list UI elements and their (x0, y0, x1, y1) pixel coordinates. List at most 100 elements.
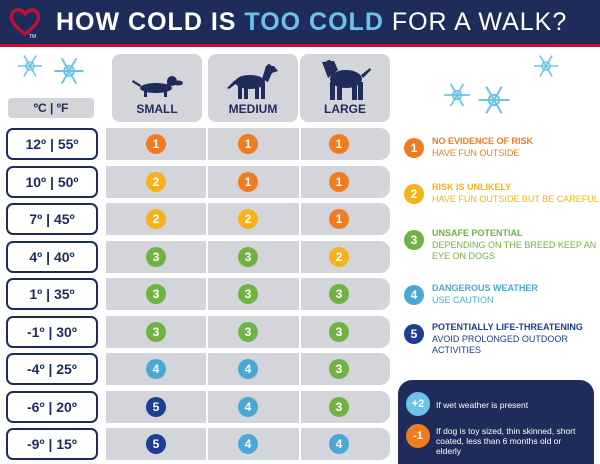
risk-badge-large: 3 (329, 321, 349, 342)
column-divider (206, 390, 208, 423)
risk-badge-large: 3 (329, 359, 349, 379)
column-divider (206, 353, 208, 385)
column-divider (299, 278, 301, 310)
column-header-small: SMALL (112, 54, 202, 122)
risk-badge-large: 1 (329, 171, 349, 192)
column-divider (206, 428, 208, 460)
risk-badge-medium: 3 (238, 284, 258, 304)
legend-title: UNSAFE POTENTIAL (432, 228, 523, 238)
legend-badge: 4 (404, 285, 424, 305)
column-divider (299, 353, 301, 385)
snowflake-icon (18, 55, 42, 77)
unit-header: ºC | ºF (8, 98, 94, 118)
risk-badge-medium: 4 (238, 434, 258, 454)
column-header-medium: MEDIUM (208, 54, 298, 122)
small-dog-badge: -1 (406, 424, 430, 448)
legend-title: DANGEROUS WEATHER (432, 283, 538, 293)
risk-badge-large: 1 (329, 134, 349, 154)
legend-badge: 3 (404, 230, 424, 250)
legend-title: NO EVIDENCE OF RISK (432, 136, 534, 146)
legend-description: HAVE FUN OUTSIDE BUT BE CAREFUL (432, 194, 599, 204)
legend-description: HAVE FUN OUTSIDE (432, 148, 520, 158)
table-row: -1º | 30º 3 3 3 (6, 315, 390, 348)
legend-badge: 1 (404, 138, 424, 158)
table-row: -9º | 15º 5 4 4 (6, 428, 390, 460)
risk-badge-small: 3 (146, 321, 166, 342)
temperature-cell: -9º | 15º (6, 428, 98, 460)
column-label-medium: MEDIUM (228, 102, 278, 116)
legend-badge: 2 (404, 184, 424, 204)
legend-title: POTENTIALLY LIFE-THREATENING (432, 322, 583, 332)
risk-badge-medium: 1 (238, 134, 258, 154)
temperature-cell: -4º | 25º (6, 353, 98, 385)
temperature-cell: 12º | 55º (6, 128, 98, 160)
snowflake-icon (54, 57, 84, 85)
column-divider (206, 315, 208, 348)
header-divider (0, 44, 600, 47)
snowflake-icon (444, 83, 470, 107)
risk-badge-small: 2 (146, 209, 166, 229)
column-divider (299, 315, 301, 348)
table-row: 7º | 45º 2 2 1 (6, 203, 390, 235)
risk-badge-large: 2 (329, 246, 349, 267)
table-row: 1º | 35º 3 3 3 (6, 278, 390, 310)
temperature-cell: 10º | 50º (6, 165, 98, 198)
legend-description: AVOID PROLONGED OUTDOOR ACTIVITIES (432, 334, 568, 355)
small-dog-icon (132, 76, 183, 97)
snowflake-icon (478, 86, 510, 114)
legend-badge: 5 (404, 324, 424, 344)
column-divider (299, 428, 301, 460)
column-divider (299, 128, 301, 160)
risk-badge-small: 4 (146, 359, 166, 379)
temperature-cell: -6º | 20º (6, 390, 98, 423)
risk-badge-small: 5 (146, 396, 166, 417)
column-divider (299, 390, 301, 423)
table-row: 10º | 50º 2 1 1 (6, 165, 390, 198)
heart-logo-icon: TM (9, 8, 41, 39)
legend-description: DEPENDING ON THE BREED KEEP AN EYE ON DO… (432, 240, 597, 261)
table-row: -4º | 25º 4 4 3 (6, 353, 390, 385)
risk-badge-large: 3 (329, 284, 349, 304)
wet-weather-text: If wet weather is present (436, 400, 529, 410)
column-divider (206, 278, 208, 310)
column-divider (206, 240, 208, 273)
risk-badge-small: 3 (146, 246, 166, 267)
column-divider (206, 128, 208, 160)
legend-title: RISK IS UNLIKELY (432, 182, 512, 192)
medium-dog-icon (227, 64, 278, 99)
column-divider (299, 240, 301, 273)
temperature-cell: 4º | 40º (6, 240, 98, 273)
small-dog-text: If dog is toy sized, thin skinned, short… (436, 426, 576, 456)
large-dog-icon (322, 60, 371, 100)
logo-tm: TM (29, 34, 36, 39)
column-divider (206, 203, 208, 235)
risk-badge-small: 3 (146, 284, 166, 304)
risk-badge-large: 3 (329, 396, 349, 417)
risk-badge-small: 5 (146, 434, 166, 454)
risk-badge-medium: 2 (238, 209, 258, 229)
risk-badge-large: 1 (329, 209, 349, 229)
header-bar: TM HOW COLD IS TOO COLD FOR A WALK? (0, 0, 600, 44)
column-divider (299, 165, 301, 198)
snowflake-icon (534, 55, 558, 77)
table-row: -6º | 20º 5 4 3 (6, 390, 390, 423)
risk-badge-medium: 4 (238, 396, 258, 417)
column-header-large: LARGE (300, 54, 390, 122)
legend-description: USE CAUTION (432, 295, 494, 305)
risk-badge-medium: 1 (238, 171, 258, 192)
page-title: HOW COLD IS TOO COLD FOR A WALK? (56, 8, 568, 36)
modifier-box: +2 If wet weather is present -1 If dog i… (398, 380, 594, 464)
risk-badge-medium: 4 (238, 359, 258, 379)
column-divider (299, 203, 301, 235)
table-row: 12º | 55º 1 1 1 (6, 128, 390, 160)
wet-weather-badge: +2 (406, 392, 430, 416)
risk-badge-small: 2 (146, 171, 166, 192)
column-label-large: LARGE (324, 102, 366, 116)
temperature-cell: -1º | 30º (6, 315, 98, 348)
table-row: 4º | 40º 3 3 2 (6, 240, 390, 273)
temperature-cell: 7º | 45º (6, 203, 98, 235)
column-divider (206, 165, 208, 198)
risk-badge-medium: 3 (238, 321, 258, 342)
temperature-cell: 1º | 35º (6, 278, 98, 310)
column-label-small: SMALL (136, 102, 178, 116)
